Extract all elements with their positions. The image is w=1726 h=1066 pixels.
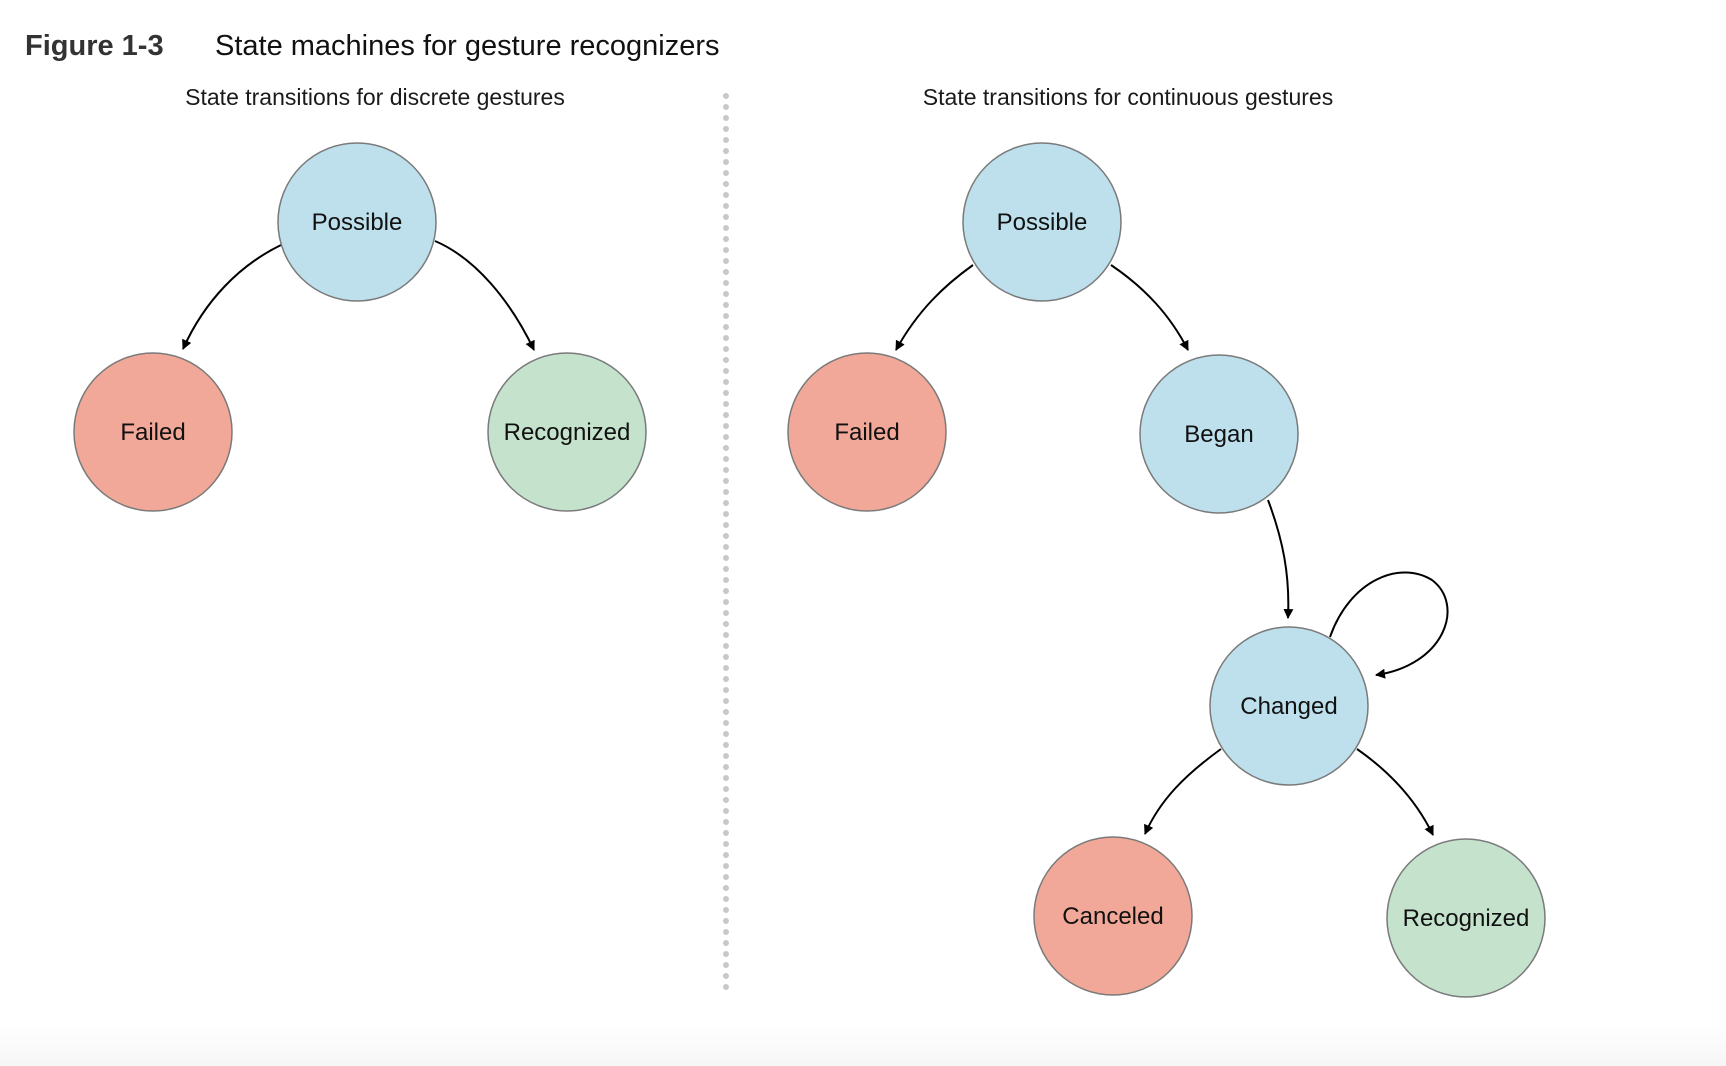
discrete-panel-title: State transitions for discrete gestures [185,84,565,110]
state-label-canceled: Canceled [1062,903,1163,930]
state-node-changed: Changed [1209,626,1369,786]
edge-changed-to-recognized [1356,748,1434,836]
edge-possible-to-failed [895,264,974,351]
figure-number: Figure 1-3 [25,29,164,62]
continuous-panel: State transitions for continuous gesture… [787,84,1546,998]
state-circle [1139,354,1299,514]
edge-possible-to-failed [182,244,282,350]
discrete-panel: State transitions for discrete gestures … [73,84,647,512]
edge-possible-to-recognized [434,240,535,351]
state-label-recognized: Recognized [1403,905,1530,932]
continuous-panel-title: State transitions for continuous gesture… [923,84,1333,110]
state-node-canceled: Canceled [1033,836,1193,996]
state-circle [487,352,647,512]
edge-changed-to-canceled [1144,748,1222,835]
state-node-recognized: Recognized [487,352,647,512]
figure-title: State machines for gesture recognizers [215,29,720,62]
state-node-failed: Failed [73,352,233,512]
state-circle [277,142,437,302]
state-label-recognized: Recognized [504,419,631,446]
state-label-changed: Changed [1240,693,1337,720]
state-label-failed: Failed [834,419,899,446]
state-node-failed: Failed [787,352,947,512]
state-circle [73,352,233,512]
state-label-possible: Possible [312,209,403,236]
state-node-possible: Possible [277,142,437,302]
figure-caption: Figure 1-3 State machines for gesture re… [25,26,720,66]
edge-began-to-changed [1267,499,1294,619]
state-node-possible: Possible [962,142,1122,302]
state-circle [1386,838,1546,998]
state-node-began: Began [1139,354,1299,514]
state-label-possible: Possible [997,209,1088,236]
state-node-recognized: Recognized [1386,838,1546,998]
state-circle [1033,836,1193,996]
page-footer-shade [0,1024,1726,1066]
state-circle [787,352,947,512]
edge-possible-to-began [1110,264,1189,351]
state-label-failed: Failed [120,419,185,446]
edge-changed-self-loop [1329,571,1449,679]
state-circle [962,142,1122,302]
state-label-began: Began [1184,421,1253,448]
state-circle [1209,626,1369,786]
